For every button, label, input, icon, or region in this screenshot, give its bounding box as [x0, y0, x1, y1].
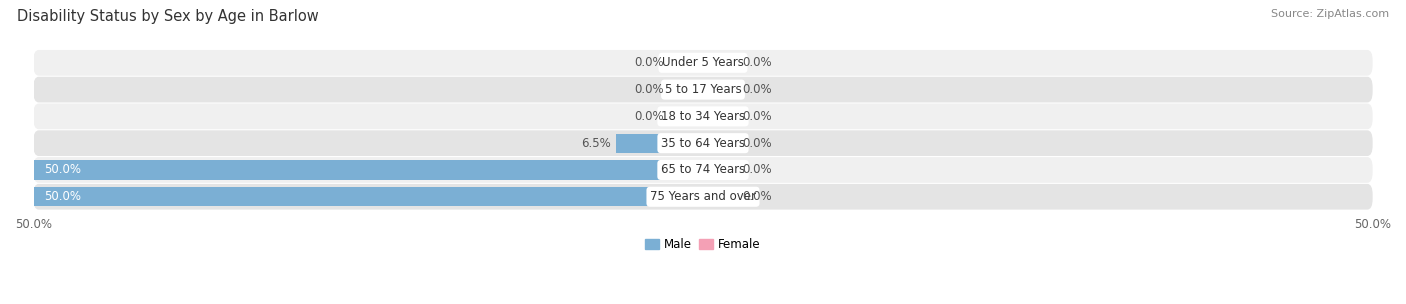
Bar	[703, 107, 737, 126]
Bar	[669, 107, 703, 126]
Bar	[616, 133, 703, 153]
Bar	[703, 187, 737, 206]
Bar	[703, 133, 737, 153]
Legend: Male, Female: Male, Female	[641, 233, 765, 255]
Text: 6.5%: 6.5%	[581, 137, 610, 150]
Text: 50.0%: 50.0%	[44, 190, 82, 203]
Text: 0.0%: 0.0%	[742, 190, 772, 203]
Text: 0.0%: 0.0%	[742, 164, 772, 176]
Text: Source: ZipAtlas.com: Source: ZipAtlas.com	[1271, 9, 1389, 19]
Text: 5 to 17 Years: 5 to 17 Years	[665, 83, 741, 96]
Bar	[703, 53, 737, 72]
Text: 50.0%: 50.0%	[44, 164, 82, 176]
Text: Under 5 Years: Under 5 Years	[662, 56, 744, 69]
FancyBboxPatch shape	[34, 77, 1372, 102]
Text: 0.0%: 0.0%	[742, 56, 772, 69]
FancyBboxPatch shape	[34, 184, 1372, 209]
FancyBboxPatch shape	[34, 104, 1372, 129]
FancyBboxPatch shape	[34, 130, 1372, 156]
Text: Disability Status by Sex by Age in Barlow: Disability Status by Sex by Age in Barlo…	[17, 9, 319, 24]
Text: 0.0%: 0.0%	[742, 137, 772, 150]
Text: 0.0%: 0.0%	[634, 56, 664, 69]
Text: 0.0%: 0.0%	[634, 110, 664, 123]
Bar	[703, 160, 737, 180]
FancyBboxPatch shape	[34, 50, 1372, 76]
Bar	[34, 160, 703, 180]
Text: 35 to 64 Years: 35 to 64 Years	[661, 137, 745, 150]
Bar	[703, 80, 737, 99]
Text: 0.0%: 0.0%	[742, 83, 772, 96]
Bar	[669, 80, 703, 99]
Text: 18 to 34 Years: 18 to 34 Years	[661, 110, 745, 123]
Text: 0.0%: 0.0%	[634, 83, 664, 96]
FancyBboxPatch shape	[34, 157, 1372, 183]
Text: 65 to 74 Years: 65 to 74 Years	[661, 164, 745, 176]
Text: 75 Years and over: 75 Years and over	[650, 190, 756, 203]
Bar	[669, 53, 703, 72]
Bar	[34, 187, 703, 206]
Text: 0.0%: 0.0%	[742, 110, 772, 123]
